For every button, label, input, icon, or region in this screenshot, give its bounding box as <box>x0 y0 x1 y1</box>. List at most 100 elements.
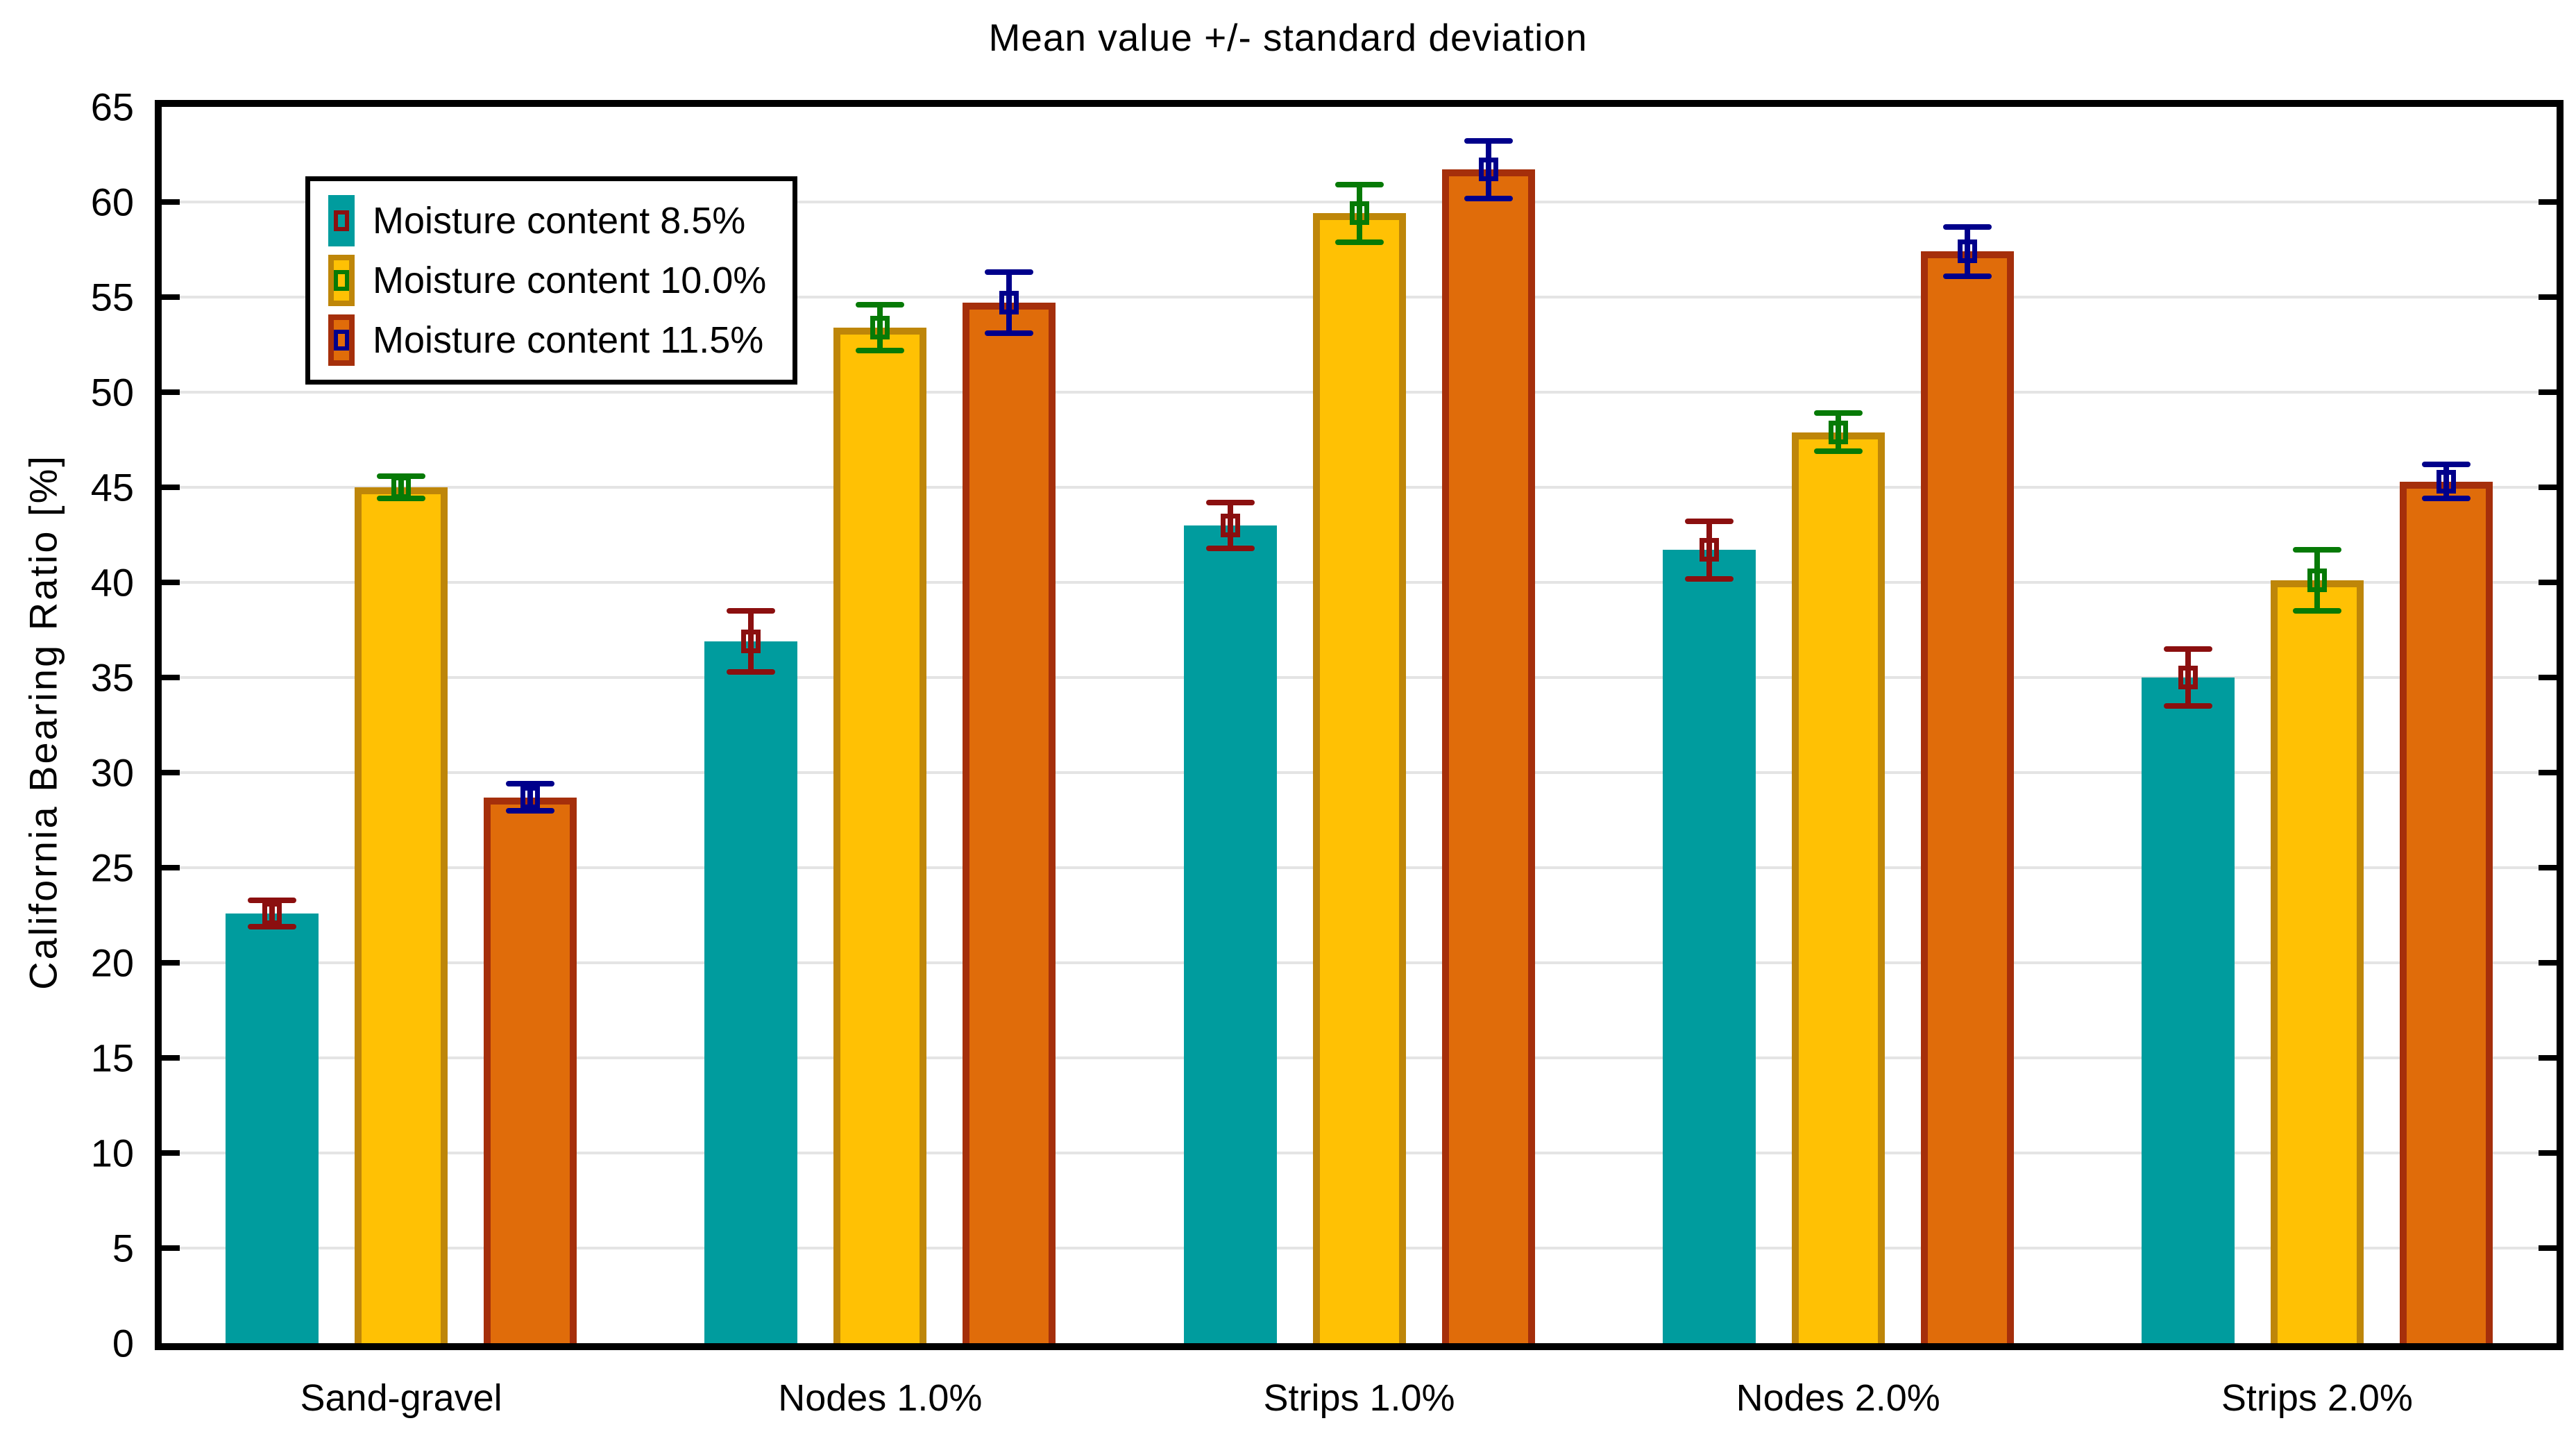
y-axis-tick-right <box>2539 960 2557 966</box>
bar-strips-1-0--s1 <box>1312 213 1406 1343</box>
bar-strips-2-0--s1 <box>2270 580 2364 1343</box>
y-axis-tick-right <box>2539 1055 2557 1061</box>
y-axis-tick-label: 65 <box>90 85 134 129</box>
error-bar-line <box>398 475 405 499</box>
chart-title: Mean value +/- standard deviation <box>988 16 1588 59</box>
error-bar-line <box>1356 185 1362 242</box>
x-axis-tick-label: Nodes 2.0% <box>1736 1377 1940 1419</box>
error-bar-cap <box>2421 462 2471 468</box>
error-bar-line <box>1006 272 1012 334</box>
error-bar-cap <box>1334 239 1384 245</box>
mean-marker-icon <box>1349 201 1369 226</box>
bar-strips-2-0--s2 <box>2399 481 2493 1343</box>
error-bar-cap <box>985 330 1034 337</box>
mean-marker-icon <box>2178 666 2198 689</box>
bar-strips-2-0--s0 <box>2141 677 2235 1343</box>
y-axis-tick-label: 40 <box>90 560 134 605</box>
error-bar-cap <box>2421 496 2471 502</box>
legend-label: Moisture content 11.5% <box>373 319 764 361</box>
bar-nodes-2-0--s0 <box>1662 550 1756 1343</box>
y-axis-tick-label: 45 <box>90 465 134 510</box>
mean-marker-icon <box>1828 420 1848 444</box>
legend: Moisture content 8.5% Moisture content 10… <box>305 176 798 385</box>
y-axis-tick-right <box>2539 675 2557 680</box>
y-axis-tick-label: 60 <box>90 180 134 224</box>
y-axis-tick-right <box>2539 1245 2557 1251</box>
bar-sand-gravel-s0 <box>226 913 319 1343</box>
y-axis-tick-left <box>162 865 180 870</box>
error-bar-cap <box>1942 273 1992 279</box>
error-bar-cap <box>248 923 297 929</box>
error-bar-cap <box>1464 138 1513 144</box>
error-bar-cap <box>1205 545 1255 551</box>
error-bar-line <box>877 304 883 351</box>
bar-strips-1-0--s0 <box>1183 525 1277 1343</box>
error-bar-cap <box>1684 575 1734 582</box>
error-bar-cap <box>1205 499 1255 505</box>
mean-marker-icon <box>2436 469 2456 494</box>
y-axis-tick-left <box>162 199 180 205</box>
bar-nodes-2-0--s1 <box>1791 432 1885 1343</box>
y-axis-tick-label: 30 <box>90 750 134 795</box>
y-axis-tick-right <box>2539 770 2557 775</box>
error-bar-cap <box>1813 410 1863 416</box>
mean-marker-icon <box>520 785 541 809</box>
legend-label: Moisture content 8.5% <box>373 200 746 242</box>
bar-strips-1-0--s2 <box>1441 169 1535 1343</box>
error-bar-line <box>1485 141 1491 199</box>
error-bar-line <box>1964 226 1970 276</box>
y-axis-tick-label: 55 <box>90 275 134 319</box>
y-axis-tick-left <box>162 960 180 966</box>
bar-nodes-2-0--s2 <box>1920 251 2014 1343</box>
mean-marker-icon <box>870 315 890 339</box>
legend-marker-icon <box>334 210 349 231</box>
error-bar-line <box>1835 413 1841 451</box>
error-bar-cap <box>506 781 555 787</box>
mean-marker-icon <box>391 475 412 499</box>
error-bar-line <box>748 611 754 672</box>
mean-marker-icon <box>2307 569 2327 593</box>
error-bar-cap <box>248 897 297 903</box>
y-axis-label: California Bearing Ratio [%] <box>21 454 65 990</box>
error-bar-line <box>269 900 276 927</box>
error-bar-line <box>2185 648 2191 707</box>
y-axis-tick-right <box>2539 199 2557 205</box>
legend-item: Moisture content 11.5% <box>328 314 766 366</box>
legend-swatch <box>328 255 355 306</box>
error-bar-cap <box>2163 703 2212 709</box>
error-bar-line <box>2314 550 2320 612</box>
y-axis-tick-label: 20 <box>90 941 134 985</box>
y-axis-tick-label: 0 <box>112 1321 134 1365</box>
bar-nodes-1-0--s0 <box>704 641 798 1343</box>
y-axis-tick-left <box>162 389 180 395</box>
error-bar-cap <box>856 301 905 308</box>
mean-marker-icon <box>1699 538 1719 562</box>
error-bar-line <box>1227 502 1233 548</box>
y-axis-tick-left <box>162 1055 180 1061</box>
y-axis-tick-right <box>2539 865 2557 870</box>
mean-marker-icon <box>1478 158 1498 182</box>
y-axis-tick-right <box>2539 389 2557 395</box>
error-bar-cap <box>985 269 1034 276</box>
y-axis-tick-left <box>162 485 180 490</box>
y-axis-tick-left <box>162 294 180 300</box>
error-bar-cap <box>1334 182 1384 188</box>
error-bar-cap <box>727 608 776 614</box>
y-axis-tick-left <box>162 580 180 585</box>
error-bar-line <box>527 784 534 811</box>
y-axis-tick-right <box>2539 294 2557 300</box>
legend-swatch <box>328 314 355 366</box>
x-axis-tick-label: Sand-gravel <box>300 1377 502 1419</box>
error-bar-line <box>1706 521 1712 579</box>
mean-marker-icon <box>741 629 761 653</box>
x-axis-tick-label: Nodes 1.0% <box>778 1377 983 1419</box>
bar-sand-gravel-s1 <box>355 487 448 1343</box>
mean-marker-icon <box>1957 239 1977 264</box>
y-axis-tick-left <box>162 1150 180 1156</box>
legend-item: Moisture content 8.5% <box>328 195 766 246</box>
mean-marker-icon <box>262 901 282 925</box>
y-axis-tick-right <box>2539 485 2557 490</box>
x-axis-tick-label: Strips 1.0% <box>1263 1377 1455 1419</box>
y-axis-tick-left <box>162 675 180 680</box>
